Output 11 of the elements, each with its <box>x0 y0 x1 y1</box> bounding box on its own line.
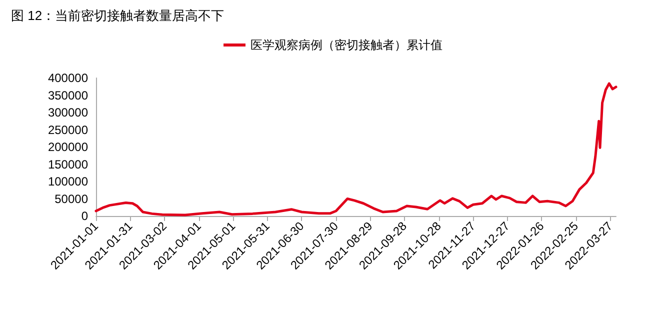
y-tick-label: 0 <box>81 209 88 223</box>
y-tick-label: 350000 <box>48 88 88 102</box>
y-tick-label: 50000 <box>54 192 88 206</box>
y-tick-label: 100000 <box>48 174 88 188</box>
y-tick-label: 250000 <box>48 122 88 137</box>
legend-label: 医学观察病例（密切接触者）累计值 <box>250 38 442 52</box>
y-tick-label: 400000 <box>48 71 88 85</box>
y-tick-label: 300000 <box>48 106 88 120</box>
y-tick-label: 200000 <box>48 140 88 154</box>
y-tick-label: 150000 <box>48 157 88 172</box>
chart-title: 图 12：当前密切接触者数量居高不下 <box>11 8 224 23</box>
